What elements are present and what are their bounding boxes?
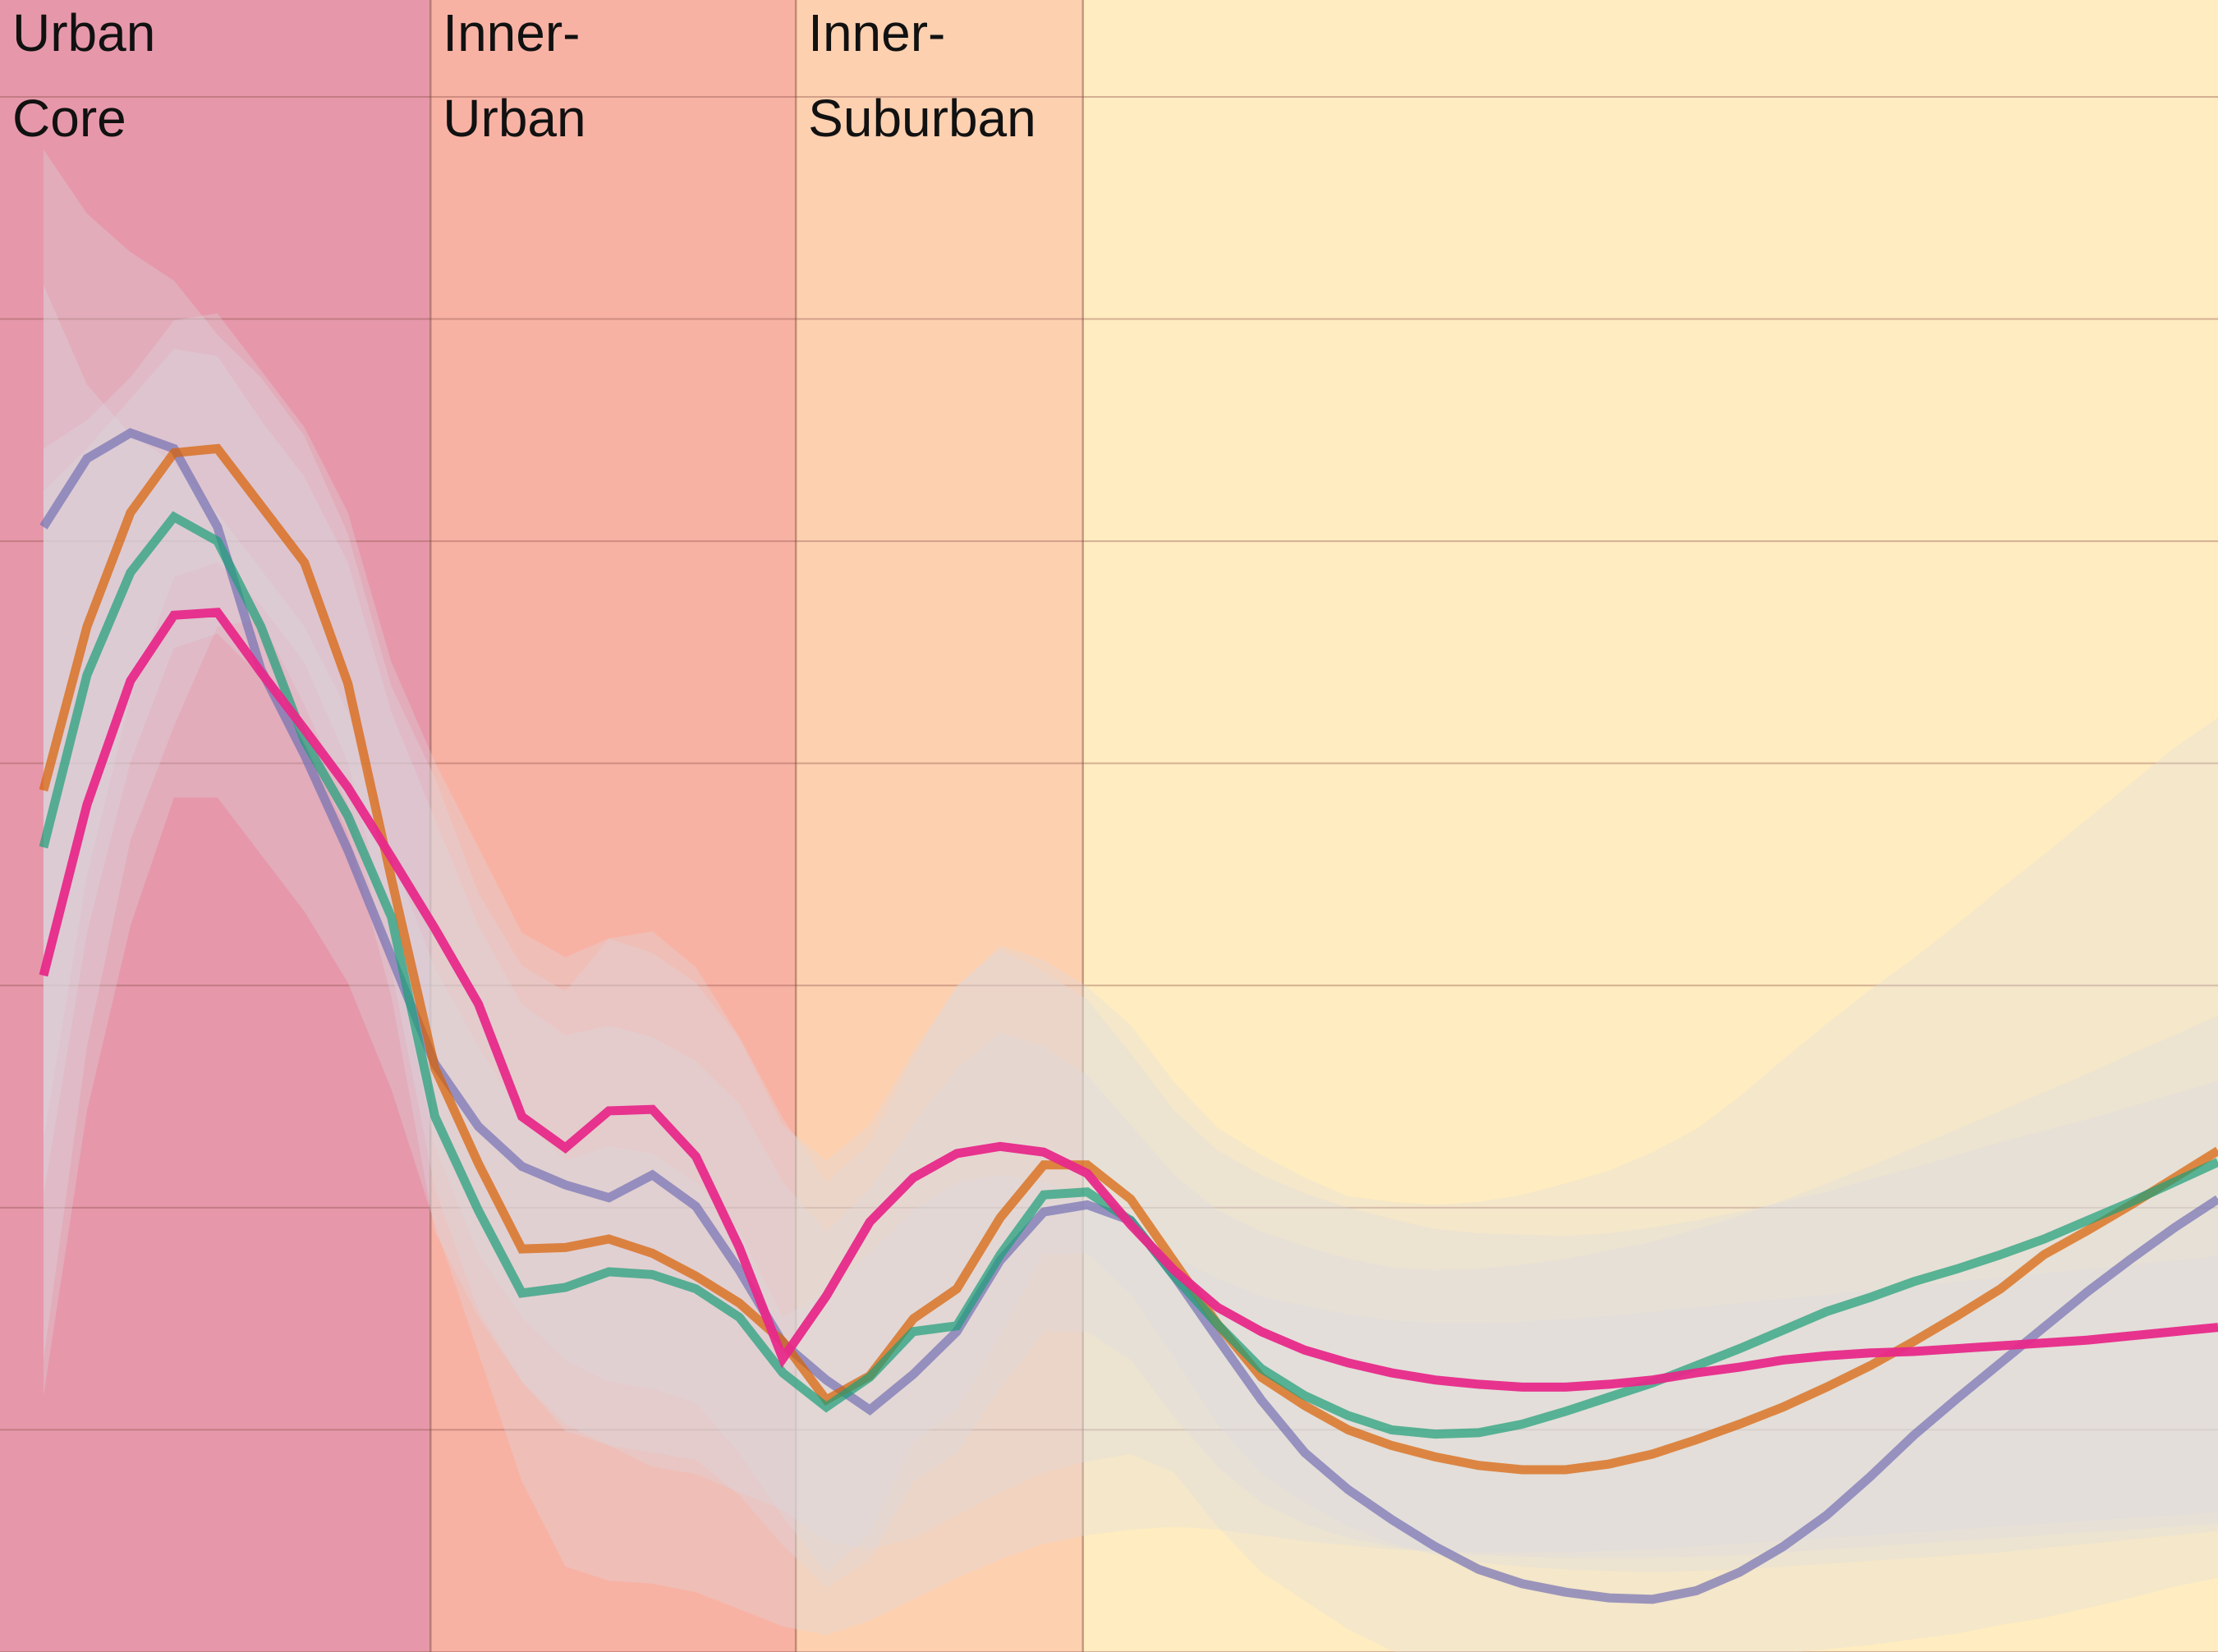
zone-label-1-1: Urban xyxy=(443,89,585,148)
series-lines xyxy=(39,428,2218,1604)
zone-label-2-1: Suburban xyxy=(808,89,1036,148)
zone-label-2-0: Inner- xyxy=(808,3,945,62)
band-series-3 xyxy=(43,284,2218,1636)
zone-background-2 xyxy=(796,0,1083,1652)
zone-labels: Urban Core Inner- Urban Inner- Suburban xyxy=(12,3,1036,148)
zone-label-1-0: Inner- xyxy=(443,3,580,62)
zone-label-0-1: Core xyxy=(12,89,126,148)
zone-background-0 xyxy=(0,0,431,1652)
zone-background-1 xyxy=(430,0,797,1652)
band-series-1 xyxy=(43,313,2218,1572)
zone-label-0-0: Urban xyxy=(12,3,155,62)
